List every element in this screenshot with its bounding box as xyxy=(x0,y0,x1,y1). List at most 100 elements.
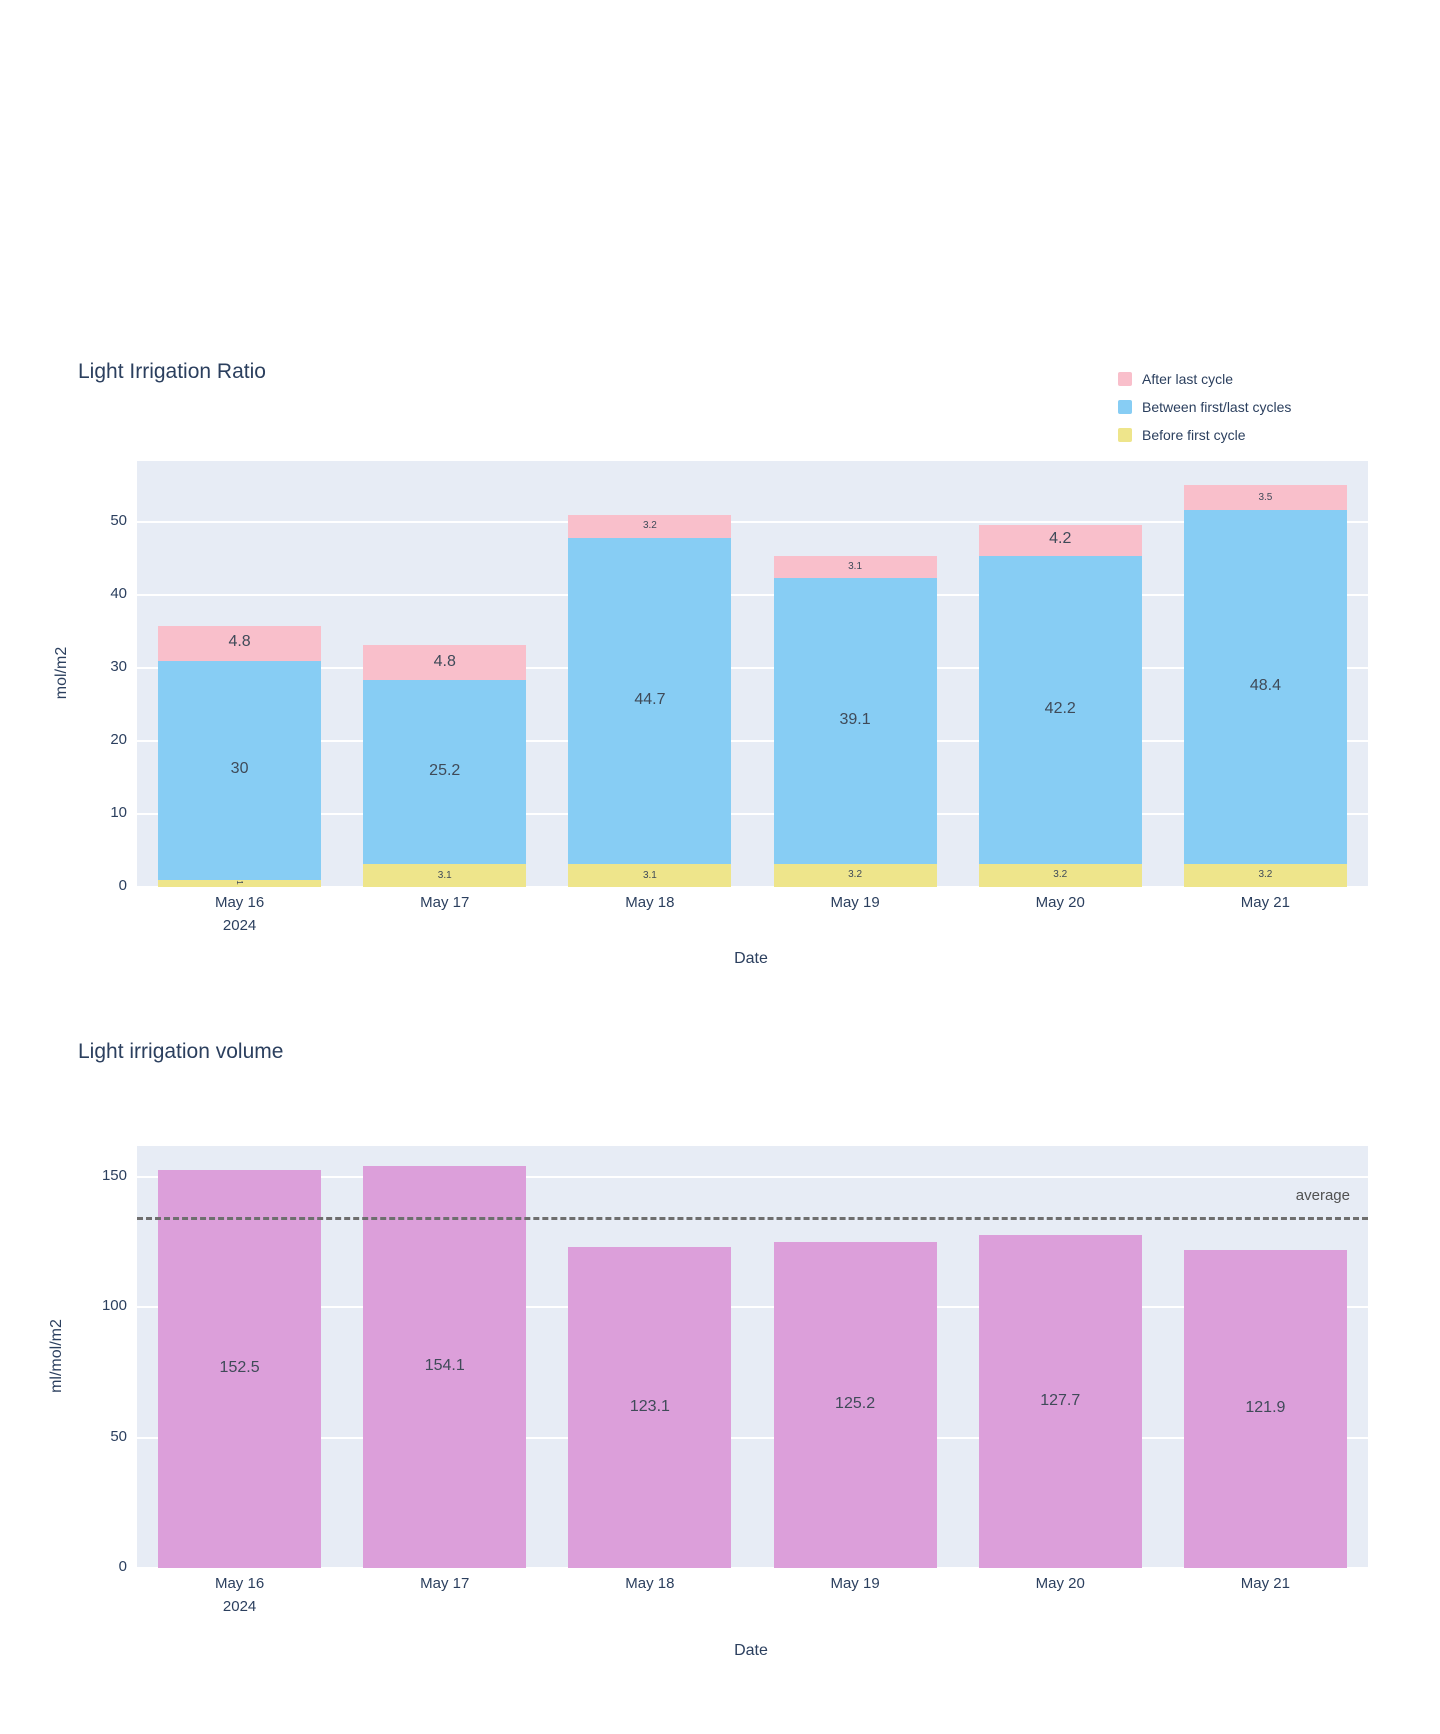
bar-may-19-after-last-cycle: 3.1 xyxy=(773,555,937,579)
chart1-xtick-4: May 20 xyxy=(1035,894,1085,911)
bar-value-label: 127.7 xyxy=(1040,1391,1081,1409)
chart2-xtick-3: May 19 xyxy=(830,1575,880,1592)
gridline-y0 xyxy=(137,886,1368,888)
chart2-ytick-100: 100 xyxy=(101,1297,127,1315)
bar-value-label: 3.1 xyxy=(848,560,863,572)
bar-may-18-after-last-cycle: 3.2 xyxy=(568,514,732,539)
chart2-xtick-1: May 17 xyxy=(420,1575,470,1592)
chart2-xtick-0: May 16 xyxy=(214,1575,265,1592)
bar-may-20-before-first-cycle: 3.2 xyxy=(978,863,1142,887)
legend-swatch xyxy=(1118,428,1132,442)
gridline-y40 xyxy=(137,594,1368,596)
bar-may-17-volume: 154.1 xyxy=(363,1166,527,1568)
chart2-y-axis-title: ml/mol/m2 xyxy=(48,1319,65,1393)
bar-value-label: 4.8 xyxy=(433,652,456,670)
bar-value-label: 154.1 xyxy=(424,1357,465,1375)
bar-value-label: 48.4 xyxy=(1249,676,1281,694)
chart2-plot-area: 152.5 154.1 123.1 125.2 127.7 121.9 average xyxy=(137,1146,1368,1569)
bar-value-label: 3.2 xyxy=(1053,869,1068,881)
gridline-y10 xyxy=(137,813,1368,815)
chart2-x-axis-title: Date xyxy=(734,1642,768,1659)
legend-swatch xyxy=(1118,400,1132,414)
bar-may-19-between-first-last-cycles: 39.1 xyxy=(773,578,937,864)
legend-label: Before first cycle xyxy=(1142,427,1246,443)
chart1-ytick-50: 50 xyxy=(110,512,127,529)
bar-value-label: 4.8 xyxy=(228,633,251,651)
chart2-ytick-0: 0 xyxy=(118,1558,127,1575)
bar-may-16-before-first-cycle: 1 xyxy=(158,879,322,887)
bar-value-label: 3.5 xyxy=(1258,491,1273,503)
chart1-xtick-5: May 21 xyxy=(1240,894,1290,911)
bar-may-16-after-last-cycle: 4.8 xyxy=(158,625,322,661)
chart2-xtick-4: May 20 xyxy=(1035,1575,1085,1592)
bar-may-18-before-first-cycle: 3.1 xyxy=(568,864,732,887)
bar-may-17-between-first-last-cycles: 25.2 xyxy=(363,680,527,865)
bar-may-20-between-first-last-cycles: 42.2 xyxy=(978,555,1142,864)
bar-may-17-after-last-cycle: 4.8 xyxy=(363,645,527,681)
gridline-y20 xyxy=(137,740,1368,742)
bar-may-18-between-first-last-cycles: 44.7 xyxy=(568,538,732,865)
bar-value-label: 25.2 xyxy=(429,762,461,780)
legend-swatch xyxy=(1118,372,1132,386)
gridline-y50 xyxy=(137,521,1368,523)
bar-value-label: 44.7 xyxy=(634,691,666,709)
chart1-ytick-20: 20 xyxy=(110,731,127,748)
bar-may-21-between-first-last-cycles: 48.4 xyxy=(1183,510,1347,864)
average-line-label: average xyxy=(1295,1187,1350,1205)
bar-value-label: 3.2 xyxy=(848,869,863,881)
gridline-y150 xyxy=(137,1175,1368,1178)
bar-value-label: 152.5 xyxy=(219,1359,260,1377)
legend-label: After last cycle xyxy=(1142,371,1234,387)
bar-value-label: 123.1 xyxy=(629,1397,670,1415)
gridline-y30 xyxy=(137,667,1368,669)
bar-value-label: 30 xyxy=(230,760,249,778)
chart1-x-axis-title: Date xyxy=(734,950,768,967)
legend-item-after-last-cycle[interactable]: After last cycle xyxy=(1118,371,1233,387)
bar-may-16-between-first-last-cycles: 30 xyxy=(158,660,322,880)
bar-may-21-after-last-cycle: 3.5 xyxy=(1183,484,1347,511)
bar-value-label: 4.2 xyxy=(1049,530,1072,548)
bar-may-17-before-first-cycle: 3.1 xyxy=(363,864,527,887)
bar-value-label: 125.2 xyxy=(835,1394,876,1412)
chart2-ytick-50: 50 xyxy=(110,1427,127,1445)
chart1-xtick-2: May 18 xyxy=(625,894,675,911)
bar-value-label: 42.2 xyxy=(1044,699,1076,717)
bar-may-20-volume: 127.7 xyxy=(978,1235,1142,1568)
chart1-xtick-1: May 17 xyxy=(420,894,470,911)
bar-value-label: 3.1 xyxy=(437,869,452,881)
bar-may-21-volume: 121.9 xyxy=(1183,1250,1347,1568)
chart1-xtick-0: May 16 xyxy=(214,894,265,911)
legend-item-between-first-last-cycles[interactable]: Between first/last cycles xyxy=(1118,399,1291,415)
chart1-plot-area: 1 30 4.8 3.1 25.2 4.8 3.1 44.7 3.2 3.2 39.1 3.1 3.2 4… xyxy=(137,461,1368,888)
bar-may-20-after-last-cycle: 4.2 xyxy=(978,524,1142,556)
bar-may-19-before-first-cycle: 3.2 xyxy=(773,863,937,887)
chart1-ytick-0: 0 xyxy=(118,877,127,894)
chart1-title: Light Irrigation Ratio xyxy=(78,360,266,383)
gridline-y100 xyxy=(137,1306,1368,1309)
gridline-y50 xyxy=(137,1436,1368,1439)
bar-value-label: 3.1 xyxy=(642,869,657,881)
bar-value-label: 3.2 xyxy=(642,520,657,532)
chart1-xtick-3: May 19 xyxy=(830,894,880,911)
bar-may-21-before-first-cycle: 3.2 xyxy=(1183,863,1347,887)
chart1-y-axis-title: mol/m2 xyxy=(53,646,70,700)
bar-may-18-volume: 123.1 xyxy=(568,1247,732,1568)
chart2-xtick-year: 2024 xyxy=(222,1598,257,1615)
legend-item-before-first-cycle[interactable]: Before first cycle xyxy=(1118,427,1245,443)
chart1-ytick-10: 10 xyxy=(110,804,127,821)
gridline-y0 xyxy=(137,1567,1368,1569)
chart1-ytick-40: 40 xyxy=(110,585,127,602)
bar-value-label: 121.9 xyxy=(1245,1399,1286,1417)
chart2-xtick-2: May 18 xyxy=(625,1575,675,1592)
chart1-xtick-year: 2024 xyxy=(222,917,257,934)
chart2-xtick-5: May 21 xyxy=(1240,1575,1290,1592)
chart2-title: Light irrigation volume xyxy=(78,1040,284,1063)
bar-value-label: 39.1 xyxy=(839,710,871,728)
bar-may-19-volume: 125.2 xyxy=(773,1241,937,1568)
chart2-ytick-150: 150 xyxy=(101,1166,127,1184)
average-line xyxy=(137,1217,1368,1221)
chart1-ytick-30: 30 xyxy=(110,658,127,675)
bar-value-label: 3.2 xyxy=(1258,869,1273,881)
bar-may-16-volume: 152.5 xyxy=(158,1170,322,1568)
